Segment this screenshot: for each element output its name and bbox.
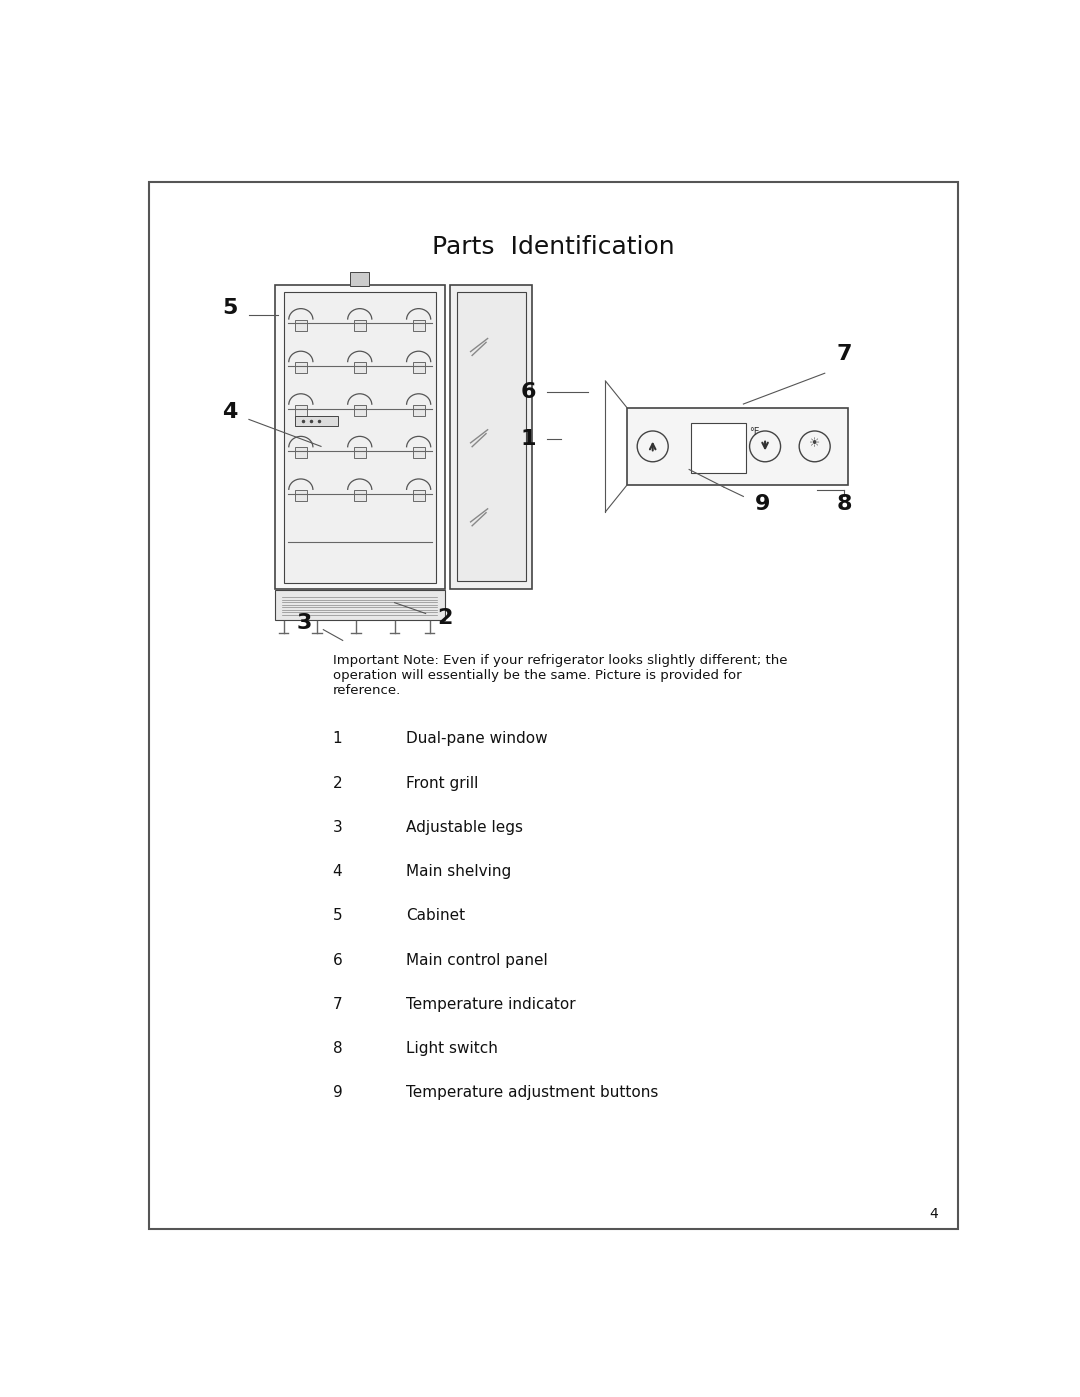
FancyBboxPatch shape <box>295 320 307 331</box>
Text: Main shelving: Main shelving <box>406 865 512 879</box>
FancyBboxPatch shape <box>354 320 366 331</box>
Text: Temperature indicator: Temperature indicator <box>406 997 576 1011</box>
Text: 8: 8 <box>836 495 852 514</box>
Text: 4: 4 <box>221 402 238 422</box>
FancyBboxPatch shape <box>413 405 424 416</box>
Text: 7: 7 <box>836 344 852 365</box>
Text: Adjustable legs: Adjustable legs <box>406 820 523 835</box>
Text: Front grill: Front grill <box>406 775 478 791</box>
Text: ☀: ☀ <box>809 437 821 451</box>
FancyBboxPatch shape <box>149 182 958 1229</box>
Text: 3: 3 <box>333 820 342 835</box>
Text: Light switch: Light switch <box>406 1041 498 1056</box>
Text: 4: 4 <box>929 1207 937 1221</box>
FancyBboxPatch shape <box>295 490 307 502</box>
Text: 5: 5 <box>221 298 238 317</box>
Text: 9: 9 <box>755 495 770 514</box>
FancyBboxPatch shape <box>413 447 424 458</box>
Text: Main control panel: Main control panel <box>406 953 548 968</box>
FancyBboxPatch shape <box>296 416 338 426</box>
FancyBboxPatch shape <box>284 292 435 583</box>
Text: Cabinet: Cabinet <box>406 908 465 923</box>
FancyBboxPatch shape <box>354 447 366 458</box>
Text: Temperature adjustment buttons: Temperature adjustment buttons <box>406 1085 659 1101</box>
FancyBboxPatch shape <box>450 285 531 588</box>
Text: 6: 6 <box>521 383 537 402</box>
FancyBboxPatch shape <box>457 292 526 581</box>
Text: 8: 8 <box>333 1041 342 1056</box>
FancyBboxPatch shape <box>354 490 366 502</box>
Text: 1: 1 <box>333 731 342 746</box>
Text: 1: 1 <box>521 429 537 448</box>
Text: Important Note: Even if your refrigerator looks slightly different; the
operatio: Important Note: Even if your refrigerato… <box>333 654 787 697</box>
FancyBboxPatch shape <box>295 362 307 373</box>
FancyBboxPatch shape <box>354 362 366 373</box>
Text: 6: 6 <box>333 953 342 968</box>
Text: 2: 2 <box>333 775 342 791</box>
FancyBboxPatch shape <box>691 423 746 474</box>
FancyBboxPatch shape <box>274 285 445 588</box>
FancyBboxPatch shape <box>295 405 307 416</box>
Text: 5: 5 <box>333 908 342 923</box>
Text: Dual-pane window: Dual-pane window <box>406 731 548 746</box>
Text: 2: 2 <box>437 608 453 629</box>
FancyBboxPatch shape <box>627 408 848 485</box>
FancyBboxPatch shape <box>413 490 424 502</box>
FancyBboxPatch shape <box>350 272 369 286</box>
FancyBboxPatch shape <box>413 320 424 331</box>
Text: 4: 4 <box>333 865 342 879</box>
Text: Parts  Identification: Parts Identification <box>432 235 675 258</box>
FancyBboxPatch shape <box>274 591 445 620</box>
FancyBboxPatch shape <box>354 405 366 416</box>
Text: °F: °F <box>750 427 760 437</box>
Text: 7: 7 <box>333 997 342 1011</box>
Text: 9: 9 <box>333 1085 342 1101</box>
FancyBboxPatch shape <box>413 362 424 373</box>
FancyBboxPatch shape <box>295 447 307 458</box>
Text: 3: 3 <box>296 613 312 633</box>
